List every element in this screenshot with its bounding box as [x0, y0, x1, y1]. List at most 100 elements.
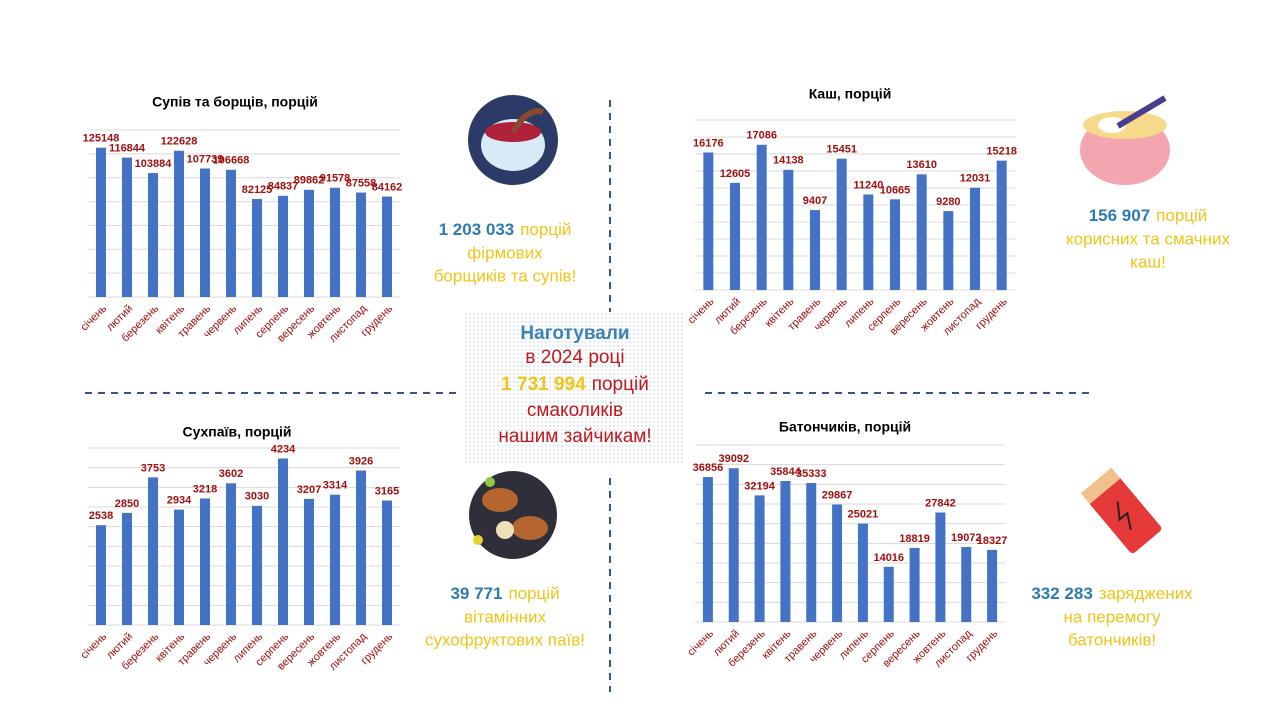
bar [252, 199, 262, 297]
caption-line: батончиків! [1068, 630, 1156, 649]
center-heading: Наготували [520, 323, 629, 344]
value-label: 91578 [320, 173, 351, 185]
value-label: 15451 [826, 144, 857, 156]
value-label: 106668 [213, 155, 250, 167]
bar [890, 199, 900, 290]
caption-line: каш! [1130, 252, 1166, 271]
value-label: 35844 [770, 466, 801, 478]
value-label: 32194 [744, 480, 775, 492]
value-label: 84162 [372, 182, 403, 194]
chart-title: Каш, порцій [809, 86, 892, 102]
value-label: 9280 [936, 196, 960, 208]
bar [356, 470, 366, 625]
center-line: смаколиків [527, 400, 623, 421]
bar [970, 187, 980, 290]
value-label: 89862 [294, 175, 325, 187]
center-line: порцій [592, 374, 649, 395]
caption-line: сухофруктових паїв! [425, 630, 585, 649]
bar [304, 189, 314, 297]
caption-line: вітамінних [464, 607, 547, 626]
bar [883, 566, 894, 622]
value-label: 3753 [141, 462, 165, 474]
bar [702, 477, 713, 622]
value-label: 107739 [187, 153, 224, 165]
caption-line: 1 203 033 порцій [439, 220, 572, 239]
value-label: 29867 [822, 489, 853, 501]
bar [148, 173, 158, 297]
bar [728, 468, 739, 622]
caption-number: 156 907 [1089, 206, 1150, 225]
value-label: 15218 [986, 146, 1017, 158]
bar [935, 512, 946, 622]
center-line: в 2024 році [525, 347, 624, 368]
caption-line: фірмових [467, 243, 543, 262]
value-label: 13610 [906, 159, 937, 171]
bar [278, 195, 288, 297]
bar [122, 512, 132, 625]
bar [174, 509, 184, 625]
value-label: 3602 [219, 468, 243, 480]
caption-text: порцій [508, 584, 559, 603]
bar [226, 483, 236, 625]
value-label: 12605 [720, 168, 751, 180]
bar [330, 187, 340, 297]
bar [278, 458, 288, 625]
bar [330, 494, 340, 625]
center-total: 1 731 994 порцій [501, 374, 649, 395]
bar [806, 483, 817, 622]
value-label: 17086 [746, 130, 777, 142]
bar [909, 547, 920, 622]
bar [200, 168, 210, 297]
caption-line: 39 771 порцій [450, 584, 559, 603]
bar [730, 182, 740, 290]
bar [252, 505, 262, 625]
value-label: 125148 [83, 133, 120, 145]
bar [96, 525, 106, 625]
bar [96, 147, 106, 297]
icons [468, 95, 1170, 559]
value-label: 14138 [773, 155, 804, 167]
value-label: 39092 [718, 453, 749, 465]
caption-number: 39 771 [450, 584, 502, 603]
bar [996, 160, 1007, 290]
bar [382, 500, 392, 625]
x-tick-label: січень [685, 628, 716, 659]
value-label: 19072 [951, 532, 982, 544]
bar [122, 157, 132, 297]
chart-title: Супів та борщів, порцій [152, 94, 318, 110]
center-number: 1 731 994 [501, 374, 586, 395]
value-label: 3926 [349, 455, 373, 467]
value-label: 116844 [109, 143, 146, 155]
center-box [463, 313, 685, 463]
value-label: 103884 [135, 158, 173, 170]
center-text: Наготували в 2024 році 1 731 994 порцій с… [498, 323, 651, 447]
value-label: 27842 [925, 497, 956, 509]
value-label: 10665 [880, 184, 911, 196]
caption-line: борщиків та супів! [434, 266, 577, 285]
value-label: 36856 [693, 462, 724, 474]
x-tick-label: січень [78, 631, 109, 662]
value-label: 12031 [960, 173, 991, 185]
value-label: 82125 [242, 184, 273, 196]
value-label: 3314 [323, 480, 348, 492]
bar [943, 211, 954, 290]
value-label: 3165 [375, 485, 399, 497]
value-label: 16176 [693, 137, 724, 149]
chart-title: Сухпаїв, порцій [182, 424, 291, 440]
caption-line: 332 283 заряджених [1031, 584, 1193, 603]
value-label: 3207 [297, 484, 321, 496]
caption-line: корисних та смачних [1066, 229, 1230, 248]
value-label: 9407 [803, 195, 827, 207]
caption-line: на перемогу [1064, 607, 1161, 626]
caption-text: порцій [520, 220, 571, 239]
bar [200, 498, 210, 625]
value-label: 14016 [873, 552, 904, 564]
value-label: 4234 [271, 443, 296, 455]
bar [836, 158, 847, 290]
value-label: 35333 [796, 468, 827, 480]
value-label: 2934 [167, 495, 192, 507]
caption-text: заряджених [1099, 584, 1193, 603]
bar [987, 549, 998, 622]
